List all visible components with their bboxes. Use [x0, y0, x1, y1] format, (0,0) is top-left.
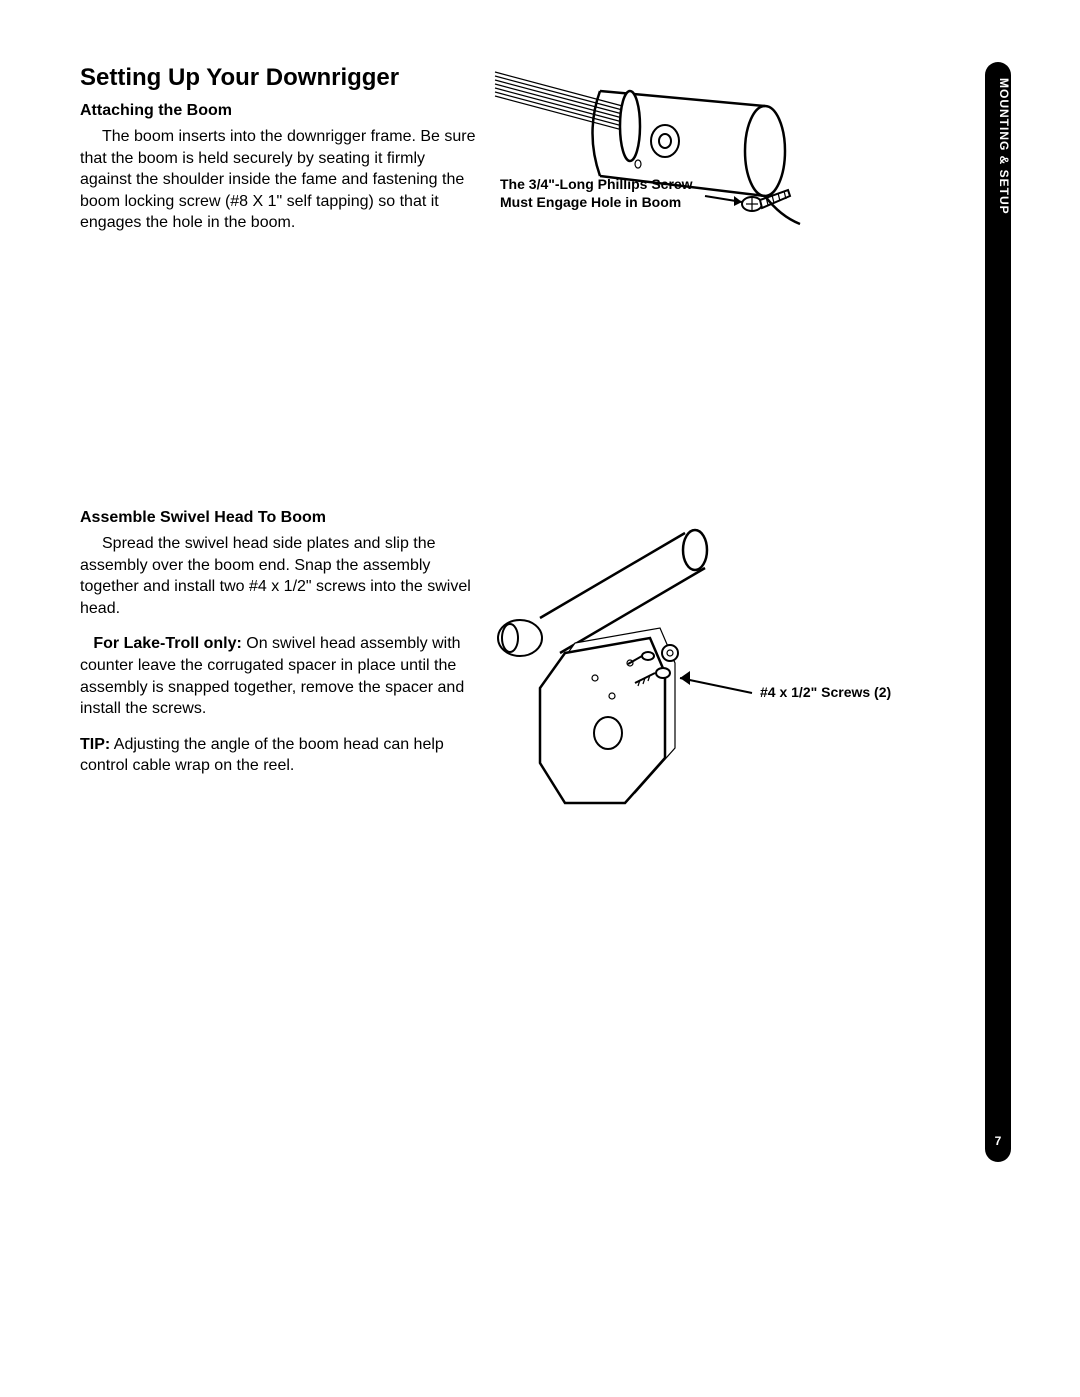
attaching-heading: Attaching the Boom — [80, 102, 480, 120]
swivel-body-1: Spread the swivel head side plates and s… — [80, 533, 480, 619]
page-number: 7 — [985, 1134, 1011, 1148]
figure-boom-screw: The 3/4"-Long Phillips Screw Must Engage… — [490, 66, 910, 236]
attaching-body: The boom inserts into the downrigger fra… — [80, 126, 480, 234]
swivel-tip: TIP: Adjusting the angle of the boom hea… — [80, 734, 480, 777]
tip-rest: Adjusting the angle of the boom head can… — [80, 736, 444, 775]
figure1-caption: The 3/4"-Long Phillips Screw Must Engage… — [500, 176, 720, 211]
side-tab-label: MOUNTING & SETUP — [985, 78, 1011, 215]
boom-screw-diagram — [490, 66, 910, 246]
tip-label: TIP: — [80, 736, 110, 753]
figure-swivel-head: #4 x 1/2" Screws (2) — [480, 498, 920, 838]
swivel-block: Assemble Swivel Head To Boom Spread the … — [80, 509, 480, 777]
laketroll-label: For Lake-Troll only: — [93, 635, 241, 652]
swivel-head-diagram — [480, 498, 920, 838]
swivel-heading: Assemble Swivel Head To Boom — [80, 509, 480, 527]
attaching-boom-block: Attaching the Boom The boom inserts into… — [80, 102, 480, 234]
side-tab: MOUNTING & SETUP 7 — [985, 62, 1011, 1162]
swivel-body-2: For Lake-Troll only: On swivel head asse… — [80, 633, 480, 719]
figure2-caption: #4 x 1/2" Screws (2) — [760, 684, 910, 702]
page: MOUNTING & SETUP 7 Setting Up Your Downr… — [0, 0, 1080, 1397]
